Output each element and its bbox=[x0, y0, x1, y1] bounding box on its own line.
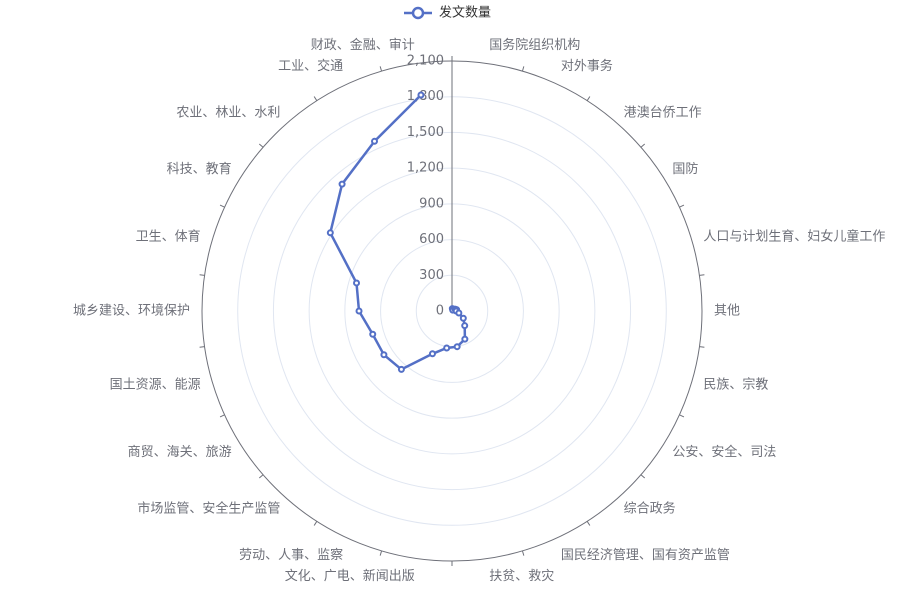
angle-tick bbox=[379, 550, 383, 556]
radial-tick-label: 1,200 bbox=[407, 161, 444, 176]
point bbox=[455, 309, 463, 317]
point bbox=[453, 343, 461, 351]
angle-tick bbox=[521, 66, 525, 72]
radial-tick-label: 0 bbox=[436, 304, 444, 319]
point bbox=[443, 344, 451, 352]
angle-label: 人口与计划生育、妇女儿童工作 bbox=[703, 229, 885, 245]
point bbox=[461, 322, 469, 330]
legend-text: 发文数量 bbox=[439, 5, 491, 21]
angle-label: 科技、教育 bbox=[167, 161, 232, 177]
angle-tick bbox=[640, 143, 646, 148]
angle-label: 国民经济管理、国有资产监管 bbox=[561, 548, 730, 563]
angle-tick bbox=[586, 96, 591, 101]
angle-label: 市场监管、安全生产监管 bbox=[137, 501, 280, 517]
radial-tick-label: 2,100 bbox=[407, 54, 444, 69]
angle-tick bbox=[199, 274, 205, 276]
point bbox=[353, 279, 361, 287]
angle-label: 港澳台侨工作 bbox=[624, 104, 702, 120]
angle-tick bbox=[521, 550, 525, 556]
point bbox=[371, 137, 379, 145]
radial-tick-label: 600 bbox=[419, 232, 444, 247]
point bbox=[397, 365, 405, 373]
angle-label: 卫生、体育 bbox=[136, 229, 201, 245]
angle-label: 国土资源、能源 bbox=[110, 377, 201, 392]
angle-label: 民族、宗教 bbox=[703, 376, 768, 392]
angle-tick bbox=[640, 474, 646, 479]
angle-tick bbox=[313, 96, 318, 101]
angle-tick bbox=[586, 521, 591, 526]
angle-label: 综合政务 bbox=[624, 501, 676, 517]
point bbox=[428, 350, 436, 358]
radial-tick-label: 300 bbox=[419, 268, 444, 283]
angle-tick bbox=[699, 346, 705, 348]
point bbox=[326, 229, 334, 237]
angle-tick bbox=[219, 414, 225, 418]
point bbox=[369, 330, 377, 338]
angle-label: 对外事务 bbox=[561, 58, 613, 74]
angle-tick bbox=[258, 143, 264, 148]
angle-label: 公安、安全、司法 bbox=[672, 444, 776, 460]
angle-tick bbox=[199, 346, 205, 348]
radial-tick-label: 900 bbox=[419, 196, 444, 211]
angle-tick bbox=[679, 414, 685, 418]
angle-tick bbox=[313, 521, 318, 526]
point bbox=[417, 91, 425, 99]
legend-symbol bbox=[411, 6, 425, 20]
angle-label: 财政、金融、审计 bbox=[311, 37, 415, 53]
angle-tick bbox=[258, 474, 264, 479]
point bbox=[380, 351, 388, 359]
radial-tick-label: 1,500 bbox=[407, 125, 444, 140]
angle-label: 农业、林业、水利 bbox=[176, 105, 280, 120]
angle-label: 国务院组织机构 bbox=[489, 37, 580, 53]
point bbox=[461, 335, 469, 343]
point bbox=[338, 180, 346, 188]
angle-label: 城乡建设、环境保护 bbox=[73, 304, 190, 319]
angle-label: 工业、交通 bbox=[278, 58, 343, 74]
angle-label: 其他 bbox=[714, 304, 740, 319]
angle-label: 扶贫、救灾 bbox=[489, 568, 554, 584]
angle-tick bbox=[679, 204, 685, 208]
point bbox=[459, 314, 467, 322]
angle-label: 劳动、人事、监察 bbox=[239, 547, 343, 563]
angle-tick bbox=[219, 204, 225, 208]
series-line bbox=[328, 94, 467, 371]
angle-tick bbox=[379, 66, 383, 72]
angle-tick bbox=[699, 274, 705, 276]
angle-label: 文化、广电、新闻出版 bbox=[285, 568, 415, 584]
angle-label: 国防 bbox=[672, 161, 698, 177]
point bbox=[355, 307, 363, 315]
angle-label: 商贸、海关、旅游 bbox=[128, 445, 232, 460]
